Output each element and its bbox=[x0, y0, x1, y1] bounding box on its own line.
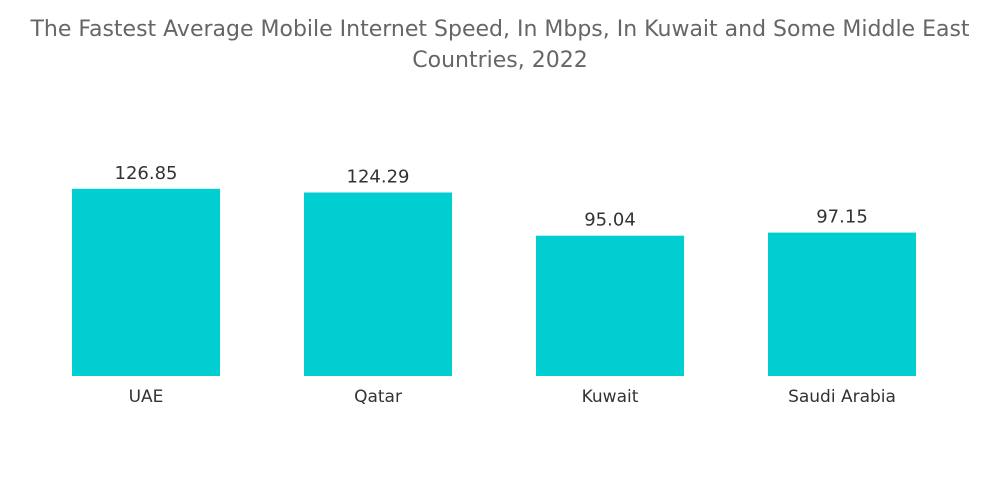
bars-group bbox=[72, 188, 916, 376]
bar-kuwait bbox=[536, 235, 684, 376]
value-label-qatar: 124.29 bbox=[347, 167, 410, 188]
value-label-uae: 126.85 bbox=[115, 163, 178, 184]
category-label-kuwait: Kuwait bbox=[582, 387, 639, 407]
bar-uae bbox=[72, 188, 220, 376]
category-label-saudi-arabia: Saudi Arabia bbox=[788, 387, 896, 407]
value-labels-group: 126.85 124.29 95.04 97.15 bbox=[115, 163, 868, 231]
category-label-uae: UAE bbox=[129, 387, 164, 407]
chart-title: The Fastest Average Mobile Internet Spee… bbox=[30, 17, 970, 73]
bar-saudi-arabia bbox=[768, 232, 916, 376]
value-label-kuwait: 95.04 bbox=[584, 210, 636, 231]
value-label-saudi-arabia: 97.15 bbox=[816, 207, 868, 228]
category-labels-group: UAE Qatar Kuwait Saudi Arabia bbox=[129, 387, 896, 407]
bar-qatar bbox=[304, 192, 452, 376]
category-label-qatar: Qatar bbox=[354, 387, 402, 407]
